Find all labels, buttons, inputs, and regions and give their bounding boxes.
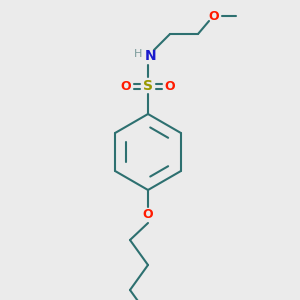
- Text: N: N: [145, 49, 157, 63]
- Text: S: S: [143, 79, 153, 93]
- Text: O: O: [165, 80, 175, 92]
- Text: O: O: [143, 208, 153, 221]
- Text: H: H: [134, 49, 142, 59]
- Text: O: O: [209, 10, 219, 22]
- Text: O: O: [121, 80, 131, 92]
